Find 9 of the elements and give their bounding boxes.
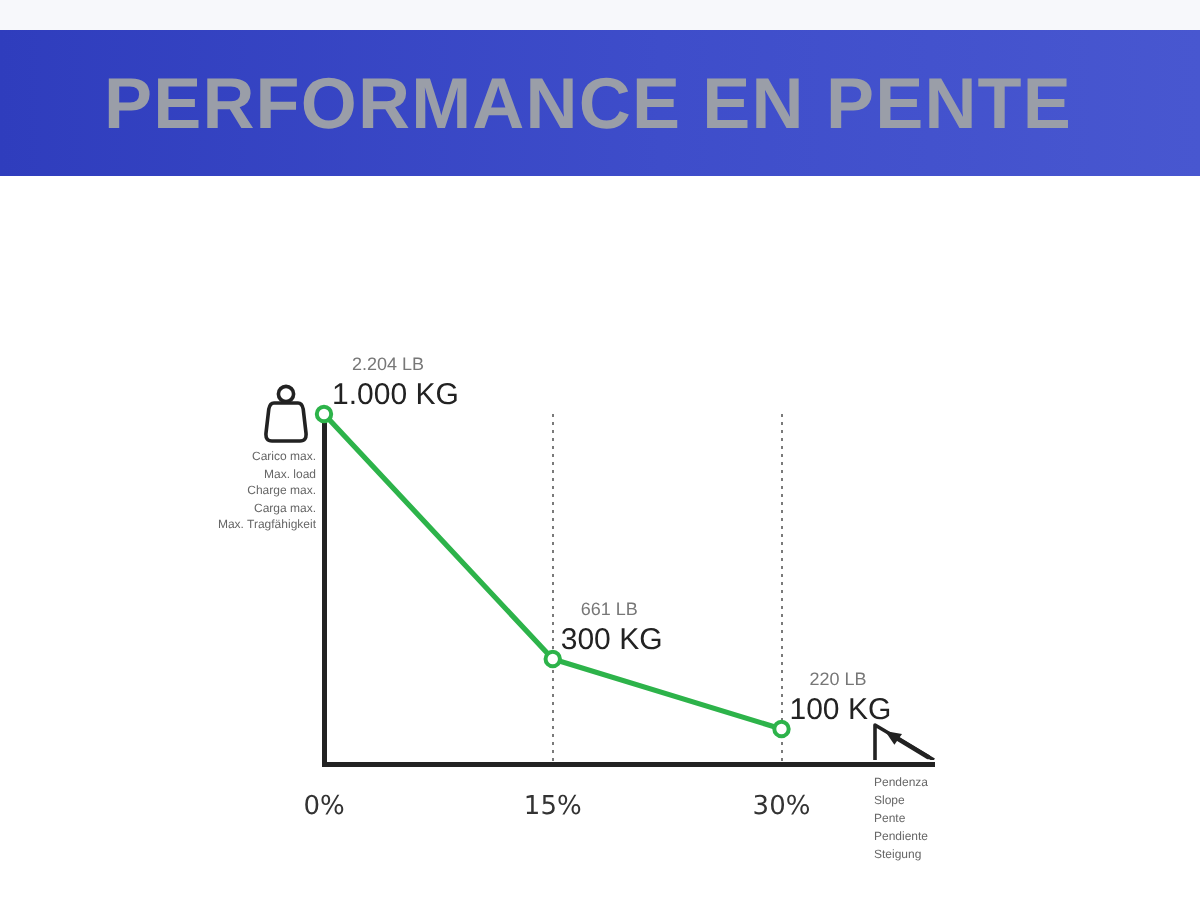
x-tick-label: 30%	[752, 792, 811, 823]
x-tick-label: 15%	[523, 792, 582, 823]
x-tick-label: 0%	[303, 792, 345, 823]
annotation: 220 LB	[809, 669, 867, 689]
annotation: 2.204 LB	[352, 354, 425, 374]
data-label: 300 KG	[560, 623, 663, 657]
annotation: 661 LB	[580, 599, 638, 619]
data-label: 100 KG	[789, 693, 892, 727]
data-label: 1.000 KG	[332, 378, 459, 412]
